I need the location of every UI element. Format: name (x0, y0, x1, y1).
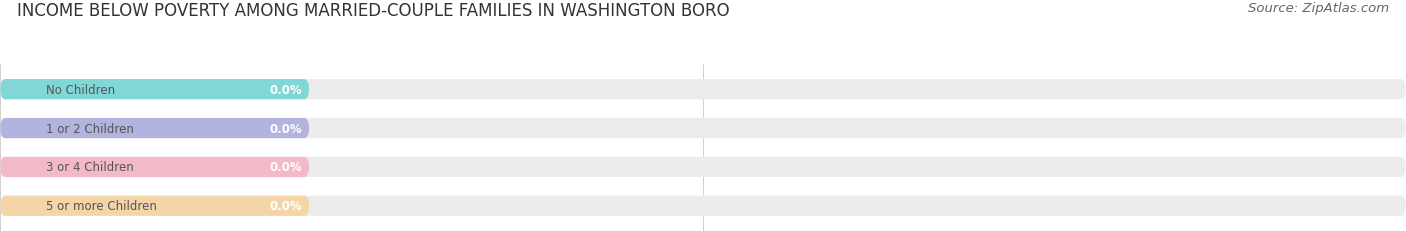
FancyBboxPatch shape (0, 196, 309, 216)
Text: 0.0%: 0.0% (270, 199, 302, 212)
FancyBboxPatch shape (0, 157, 309, 177)
FancyBboxPatch shape (0, 80, 1406, 100)
Text: INCOME BELOW POVERTY AMONG MARRIED-COUPLE FAMILIES IN WASHINGTON BORO: INCOME BELOW POVERTY AMONG MARRIED-COUPL… (17, 2, 730, 20)
FancyBboxPatch shape (0, 196, 1406, 216)
FancyBboxPatch shape (0, 157, 1406, 177)
FancyBboxPatch shape (0, 119, 309, 139)
FancyBboxPatch shape (0, 119, 1406, 139)
Text: 0.0%: 0.0% (270, 122, 302, 135)
Text: 1 or 2 Children: 1 or 2 Children (46, 122, 135, 135)
FancyBboxPatch shape (0, 80, 309, 100)
Text: No Children: No Children (46, 83, 115, 96)
Text: 5 or more Children: 5 or more Children (46, 199, 157, 212)
Text: Source: ZipAtlas.com: Source: ZipAtlas.com (1249, 2, 1389, 15)
Text: 0.0%: 0.0% (270, 161, 302, 174)
Text: 3 or 4 Children: 3 or 4 Children (46, 161, 134, 174)
Text: 0.0%: 0.0% (270, 83, 302, 96)
